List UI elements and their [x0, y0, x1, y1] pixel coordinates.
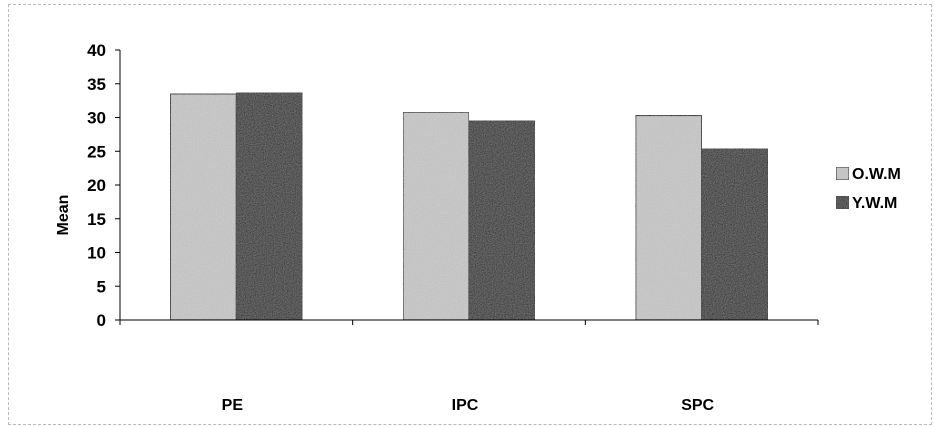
legend: O.W.M Y.W.M [835, 166, 901, 212]
y-tick-label: 15 [87, 210, 106, 229]
chart-frame [8, 4, 932, 425]
bar-y-w-m-pe [235, 91, 303, 321]
y-tick-label: 25 [87, 142, 106, 161]
legend-label: Y.W.M [852, 195, 897, 212]
y-tick-label: 5 [97, 277, 106, 296]
legend-swatch [835, 166, 850, 181]
y-tick-label: 40 [87, 41, 106, 60]
bar-y-w-m-spc [701, 147, 769, 321]
bars [169, 91, 769, 321]
legend-label: O.W.M [852, 166, 901, 183]
bar-o-w-m-pe [169, 93, 237, 321]
y-axis [115, 49, 121, 321]
y-tick-label: 30 [87, 109, 106, 128]
y-tick-label: 10 [87, 244, 106, 263]
bar-o-w-m-spc [635, 114, 703, 321]
legend-swatch [835, 195, 850, 210]
x-tick-label: PE [222, 397, 244, 414]
y-tick-labels: 0 5 10 15 20 25 30 35 40 [87, 41, 106, 330]
bar-y-w-m-ipc [468, 120, 536, 321]
y-tick-label: 35 [87, 75, 106, 94]
y-tick-label: 20 [87, 176, 106, 195]
y-tick-label: 0 [97, 311, 106, 330]
x-axis [119, 319, 819, 325]
y-axis-title: Mean [55, 195, 72, 236]
x-tick-labels: PE IPC SPC [222, 397, 715, 414]
x-tick-label: SPC [681, 397, 714, 414]
bar-o-w-m-ipc [402, 111, 470, 321]
x-tick-label: IPC [452, 397, 479, 414]
